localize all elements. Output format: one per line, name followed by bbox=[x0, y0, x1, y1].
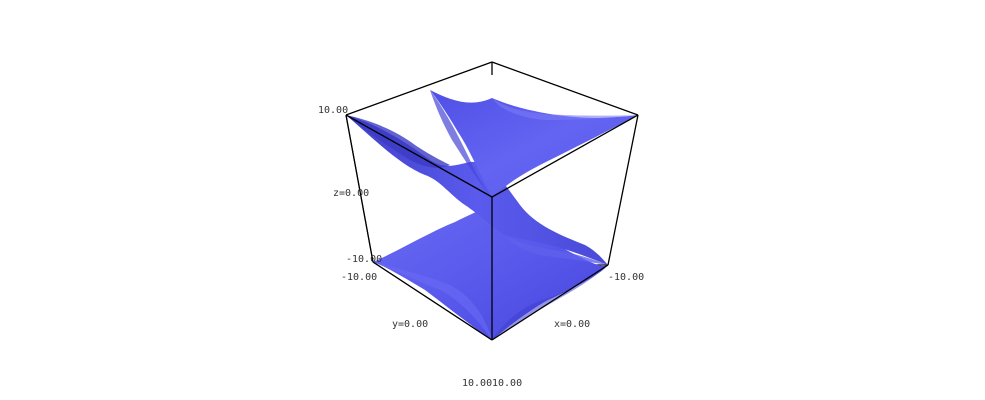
y-axis-mid-label: y=0.00 bbox=[392, 319, 428, 330]
z-axis-min-label: -10.00 bbox=[346, 254, 382, 265]
x-axis-min-label: -10.00 bbox=[608, 272, 644, 283]
y-axis-max-label: 10.00 bbox=[462, 378, 492, 389]
surface-upper-sheet bbox=[430, 90, 638, 197]
y-axis-min-label: -10.00 bbox=[341, 272, 377, 283]
z-axis-mid-label: z=0.00 bbox=[333, 188, 369, 199]
x-axis-max-label: 10.00 bbox=[492, 378, 522, 389]
z-axis-max-label: 10.00 bbox=[318, 105, 348, 116]
x-axis-mid-label: x=0.00 bbox=[554, 319, 590, 330]
axis-labels: 10.00 z=0.00 -10.00 -10.00 y=0.00 10.00 … bbox=[318, 105, 644, 389]
bounding-box-front bbox=[345, 61, 639, 341]
